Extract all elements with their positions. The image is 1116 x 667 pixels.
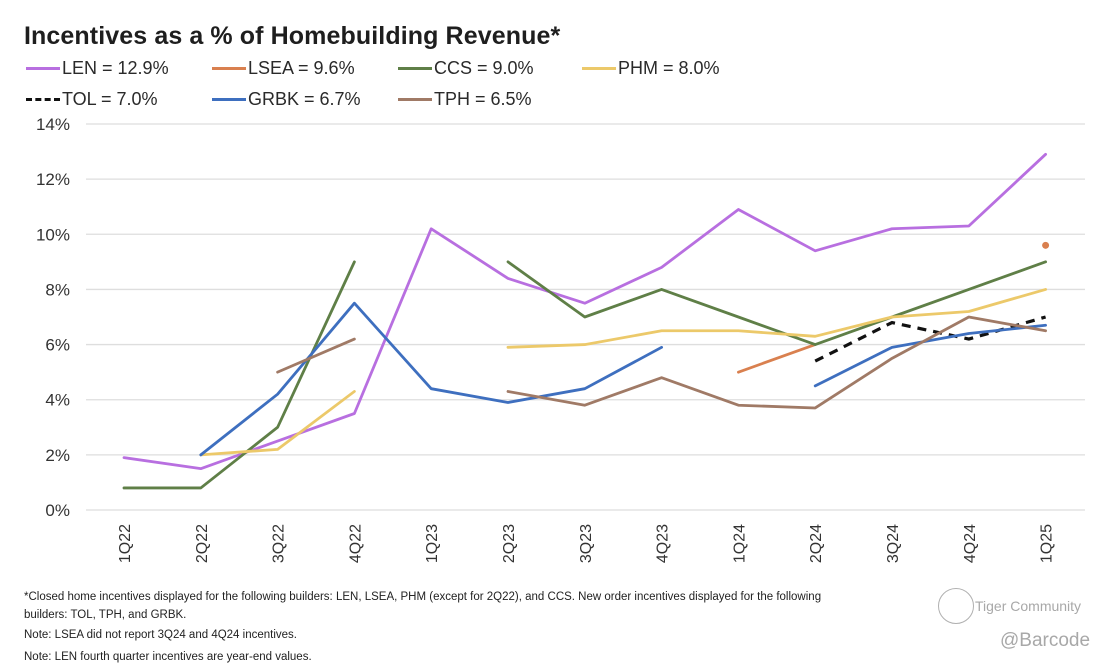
legend-swatch bbox=[212, 98, 246, 101]
series-line-len bbox=[122, 152, 1047, 471]
series-line-grbk bbox=[199, 301, 663, 457]
legend-item-grbk: GRBK = 6.7% bbox=[212, 89, 361, 110]
legend-swatch bbox=[26, 67, 60, 70]
x-tick-label: 2Q23 bbox=[501, 524, 518, 563]
watermark-handle: @Barcode bbox=[1000, 630, 1091, 651]
y-tick-label: 8% bbox=[45, 280, 70, 299]
series-line-tph bbox=[276, 337, 356, 374]
y-tick-label: 2% bbox=[45, 446, 70, 465]
y-tick-label: 14% bbox=[36, 115, 70, 134]
series-line-ccs bbox=[122, 260, 356, 490]
x-tick-label: 4Q23 bbox=[655, 524, 672, 563]
y-tick-label: 4% bbox=[45, 391, 70, 410]
x-tick-label: 2Q24 bbox=[808, 524, 825, 563]
legend-label: TPH = 6.5% bbox=[434, 89, 532, 109]
x-tick-label: 4Q22 bbox=[347, 524, 364, 563]
x-tick-label: 3Q23 bbox=[578, 524, 595, 563]
x-tick-label: 3Q24 bbox=[885, 524, 902, 563]
legend-item-lsea: LSEA = 9.6% bbox=[212, 58, 355, 79]
legend-label: CCS = 9.0% bbox=[434, 58, 534, 78]
legend-swatch bbox=[398, 98, 432, 101]
legend-swatch bbox=[582, 67, 616, 70]
legend-item-phm: PHM = 8.0% bbox=[582, 58, 720, 79]
tiger-logo-icon bbox=[938, 588, 974, 624]
legend-label: GRBK = 6.7% bbox=[248, 89, 361, 109]
series-line-ccs bbox=[506, 260, 1047, 346]
y-tick-label: 12% bbox=[36, 170, 70, 189]
legend-swatch bbox=[212, 67, 246, 70]
footnote-line-4: Note: LEN fourth quarter incentives are … bbox=[24, 651, 312, 663]
legend-label: TOL = 7.0% bbox=[62, 89, 158, 109]
footnote-line-3: Note: LSEA did not report 3Q24 and 4Q24 … bbox=[24, 629, 297, 641]
series-line-grbk bbox=[813, 323, 1047, 388]
series-line-tph bbox=[506, 315, 1047, 410]
legend-label: PHM = 8.0% bbox=[618, 58, 720, 78]
legend-item-tph: TPH = 6.5% bbox=[398, 89, 532, 110]
y-tick-label: 10% bbox=[36, 225, 70, 244]
x-tick-label: 4Q24 bbox=[962, 524, 979, 563]
x-tick-label: 2Q22 bbox=[194, 524, 211, 563]
legend-label: LEN = 12.9% bbox=[62, 58, 169, 78]
legend-item-tol: TOL = 7.0% bbox=[26, 89, 158, 110]
series-line-lsea bbox=[737, 343, 817, 374]
x-tick-label: 1Q22 bbox=[117, 524, 134, 563]
legend-label: LSEA = 9.6% bbox=[248, 58, 355, 78]
legend-item-len: LEN = 12.9% bbox=[26, 58, 169, 79]
chart-title: Incentives as a % of Homebuilding Revenu… bbox=[24, 22, 561, 50]
y-tick-label: 6% bbox=[45, 336, 70, 355]
legend-item-ccs: CCS = 9.0% bbox=[398, 58, 534, 79]
watermark-community: Tiger Community bbox=[975, 598, 1082, 614]
footnote-line-1: *Closed home incentives displayed for th… bbox=[24, 591, 822, 603]
x-tick-label: 1Q23 bbox=[424, 524, 441, 563]
series-line-phm bbox=[199, 390, 356, 457]
x-tick-label: 1Q24 bbox=[731, 524, 748, 563]
footnote-line-2: builders: TOL, TPH, and GRBK. bbox=[24, 609, 187, 621]
series-line-phm bbox=[506, 288, 1047, 349]
series-point-lsea bbox=[1042, 241, 1050, 249]
x-tick-label: 1Q25 bbox=[1039, 524, 1056, 563]
legend-swatch bbox=[26, 98, 60, 101]
y-tick-label: 0% bbox=[45, 501, 70, 520]
x-tick-label: 3Q22 bbox=[271, 524, 288, 563]
legend-swatch bbox=[398, 67, 432, 70]
